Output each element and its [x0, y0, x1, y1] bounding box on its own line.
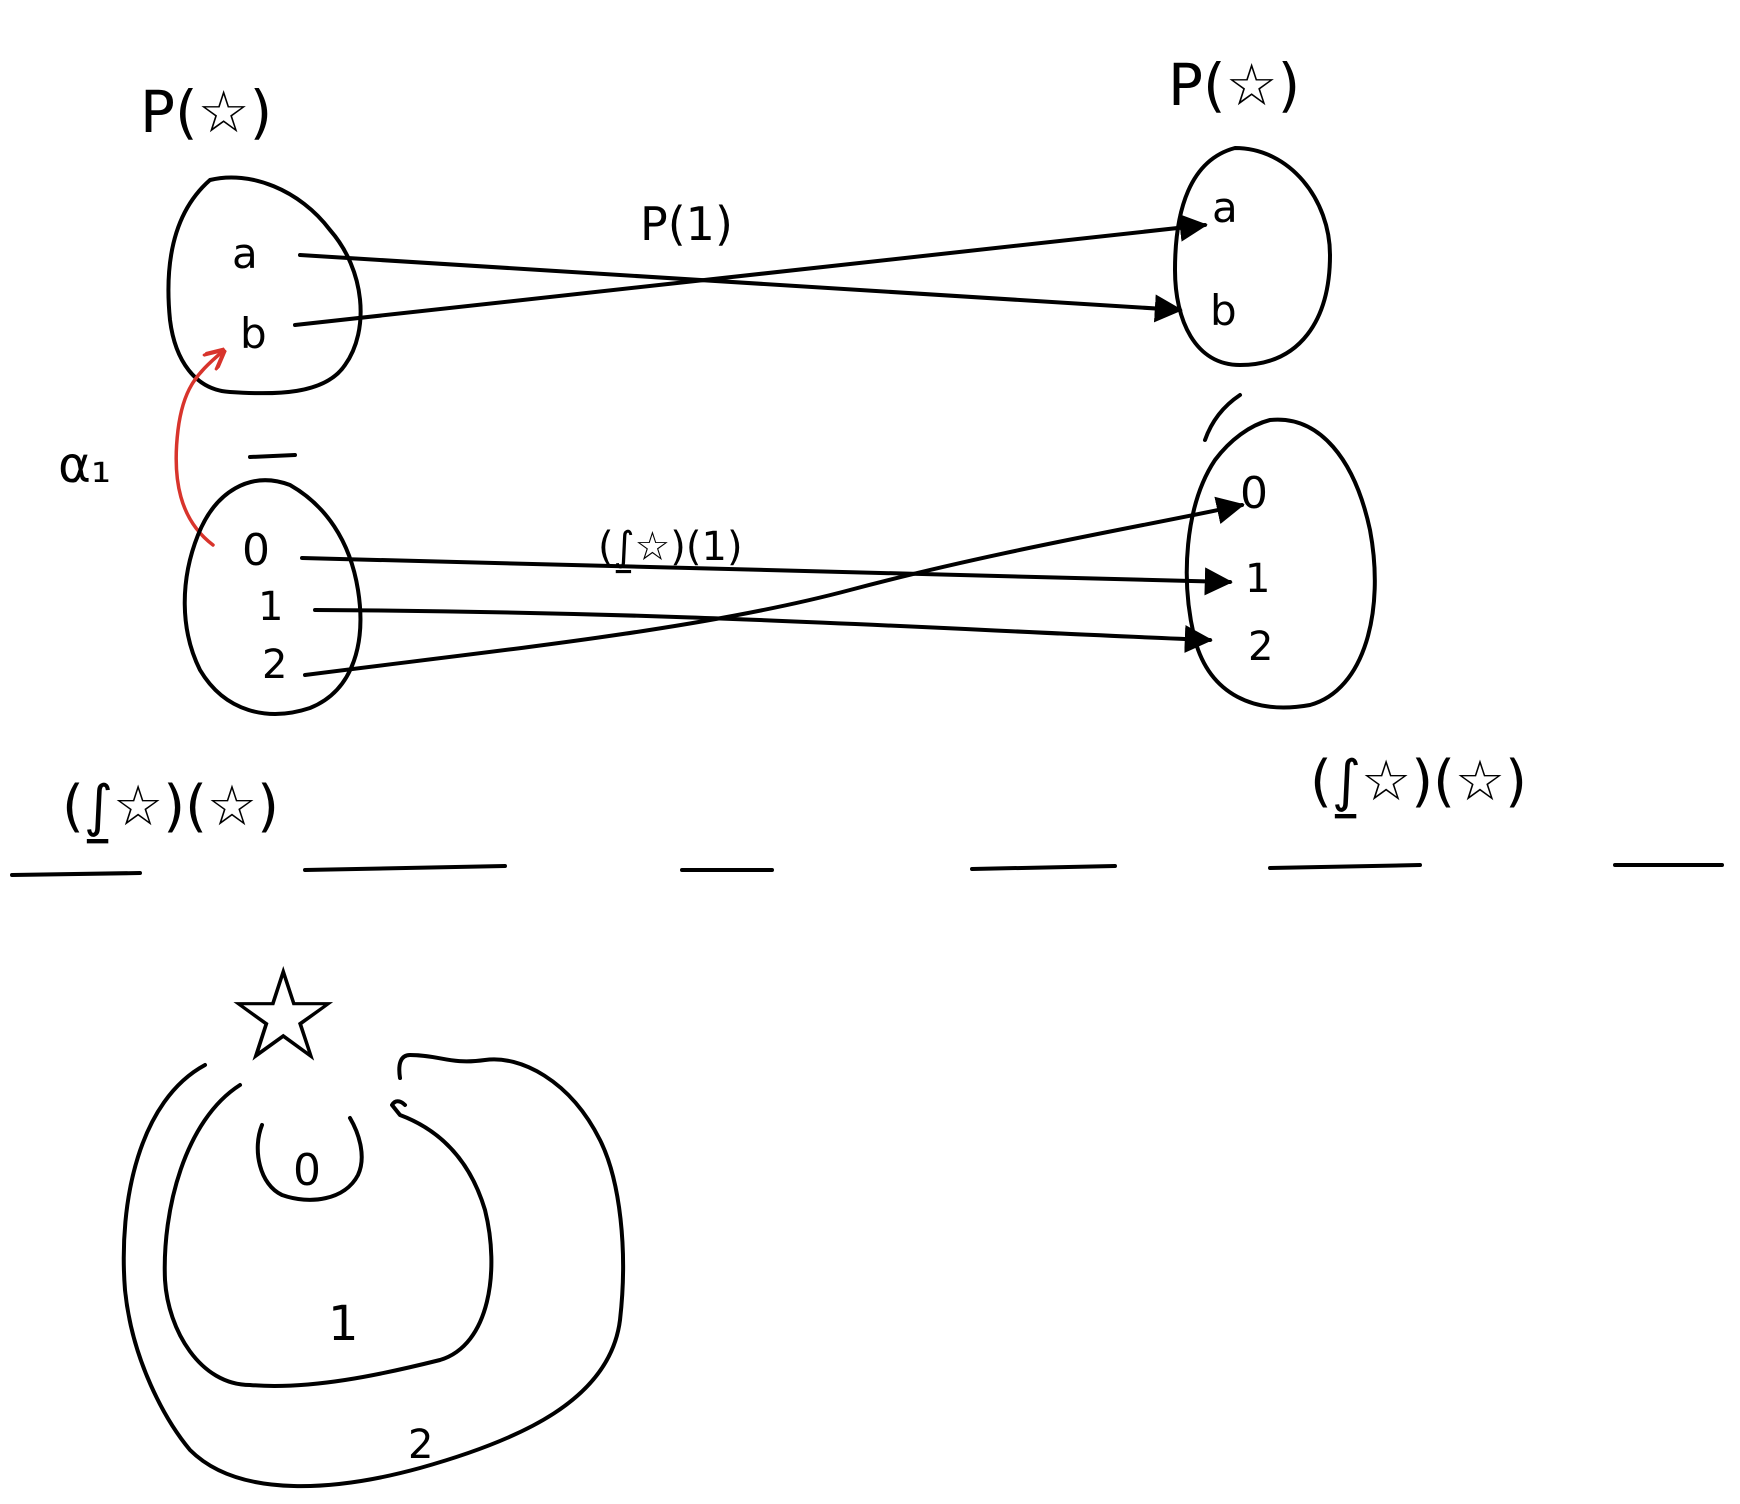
blob-y-left-tick [248, 453, 297, 459]
nested-element-1: 1 [328, 1296, 359, 1352]
label-y-star-star-left: (⨜☆)(☆) [62, 774, 279, 844]
element-a-right: a [1212, 183, 1238, 232]
blob-y-left [182, 478, 363, 716]
arrow-0-to-1 [300, 556, 1233, 596]
element-b-left: b [240, 309, 267, 358]
loop-middle [162, 1083, 494, 1388]
element-2-left: 2 [262, 642, 287, 688]
label-y-star-star-right: (⨜☆)(☆) [1310, 749, 1527, 819]
divider-line [10, 863, 1724, 877]
element-1-left: 1 [258, 584, 283, 630]
element-b-right: b [1210, 286, 1237, 335]
arrow-b-to-a [293, 213, 1208, 327]
blob-y-right [1184, 417, 1377, 710]
label-p-1: P(1) [640, 197, 733, 251]
arrow-alpha-1 [174, 352, 222, 547]
loop-inner [255, 1116, 364, 1202]
arrow-2-to-0 [303, 496, 1245, 677]
blob-p-right [1173, 146, 1332, 367]
element-1-right: 1 [1245, 556, 1270, 602]
arrow-a-to-b [298, 253, 1183, 323]
nested-element-2: 2 [408, 1422, 433, 1468]
blob-p-left [166, 175, 363, 396]
star-glyph: ☆ [225, 939, 342, 1091]
element-0-left: 0 [242, 525, 270, 576]
label-p-star-right: P(☆) [1168, 51, 1300, 119]
element-2-right: 2 [1248, 624, 1273, 670]
label-alpha-1: α₁ [58, 436, 111, 494]
loop-outer [121, 1053, 626, 1488]
nested-element-0: 0 [293, 1145, 321, 1196]
arrow-1-to-2 [313, 608, 1213, 654]
element-a-left: a [232, 229, 258, 278]
label-p-star-left: P(☆) [140, 78, 272, 146]
blob-y-right-tick [1203, 393, 1242, 442]
element-0-right: 0 [1240, 468, 1268, 519]
